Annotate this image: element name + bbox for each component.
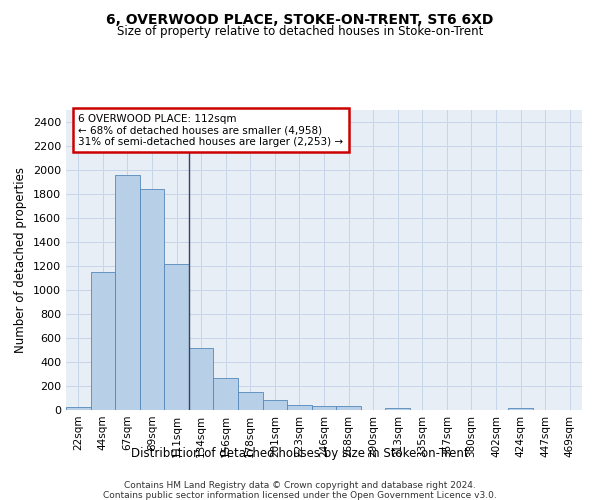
Text: Distribution of detached houses by size in Stoke-on-Trent: Distribution of detached houses by size … <box>131 448 469 460</box>
Y-axis label: Number of detached properties: Number of detached properties <box>14 167 28 353</box>
Text: Size of property relative to detached houses in Stoke-on-Trent: Size of property relative to detached ho… <box>117 25 483 38</box>
Bar <box>287 405 312 410</box>
Bar <box>336 406 361 410</box>
Bar <box>238 392 263 410</box>
Bar <box>385 408 410 410</box>
Bar <box>508 408 533 410</box>
Bar <box>214 378 238 410</box>
Bar <box>263 400 287 410</box>
Bar <box>115 175 140 410</box>
Text: Contains HM Land Registry data © Crown copyright and database right 2024.: Contains HM Land Registry data © Crown c… <box>124 481 476 490</box>
Bar <box>312 406 336 410</box>
Bar <box>91 272 115 410</box>
Text: Contains public sector information licensed under the Open Government Licence v3: Contains public sector information licen… <box>103 491 497 500</box>
Bar <box>140 189 164 410</box>
Text: 6, OVERWOOD PLACE, STOKE-ON-TRENT, ST6 6XD: 6, OVERWOOD PLACE, STOKE-ON-TRENT, ST6 6… <box>106 12 494 26</box>
Bar <box>189 348 214 410</box>
Bar <box>164 264 189 410</box>
Bar <box>66 407 91 410</box>
Text: 6 OVERWOOD PLACE: 112sqm
← 68% of detached houses are smaller (4,958)
31% of sem: 6 OVERWOOD PLACE: 112sqm ← 68% of detach… <box>78 114 343 147</box>
